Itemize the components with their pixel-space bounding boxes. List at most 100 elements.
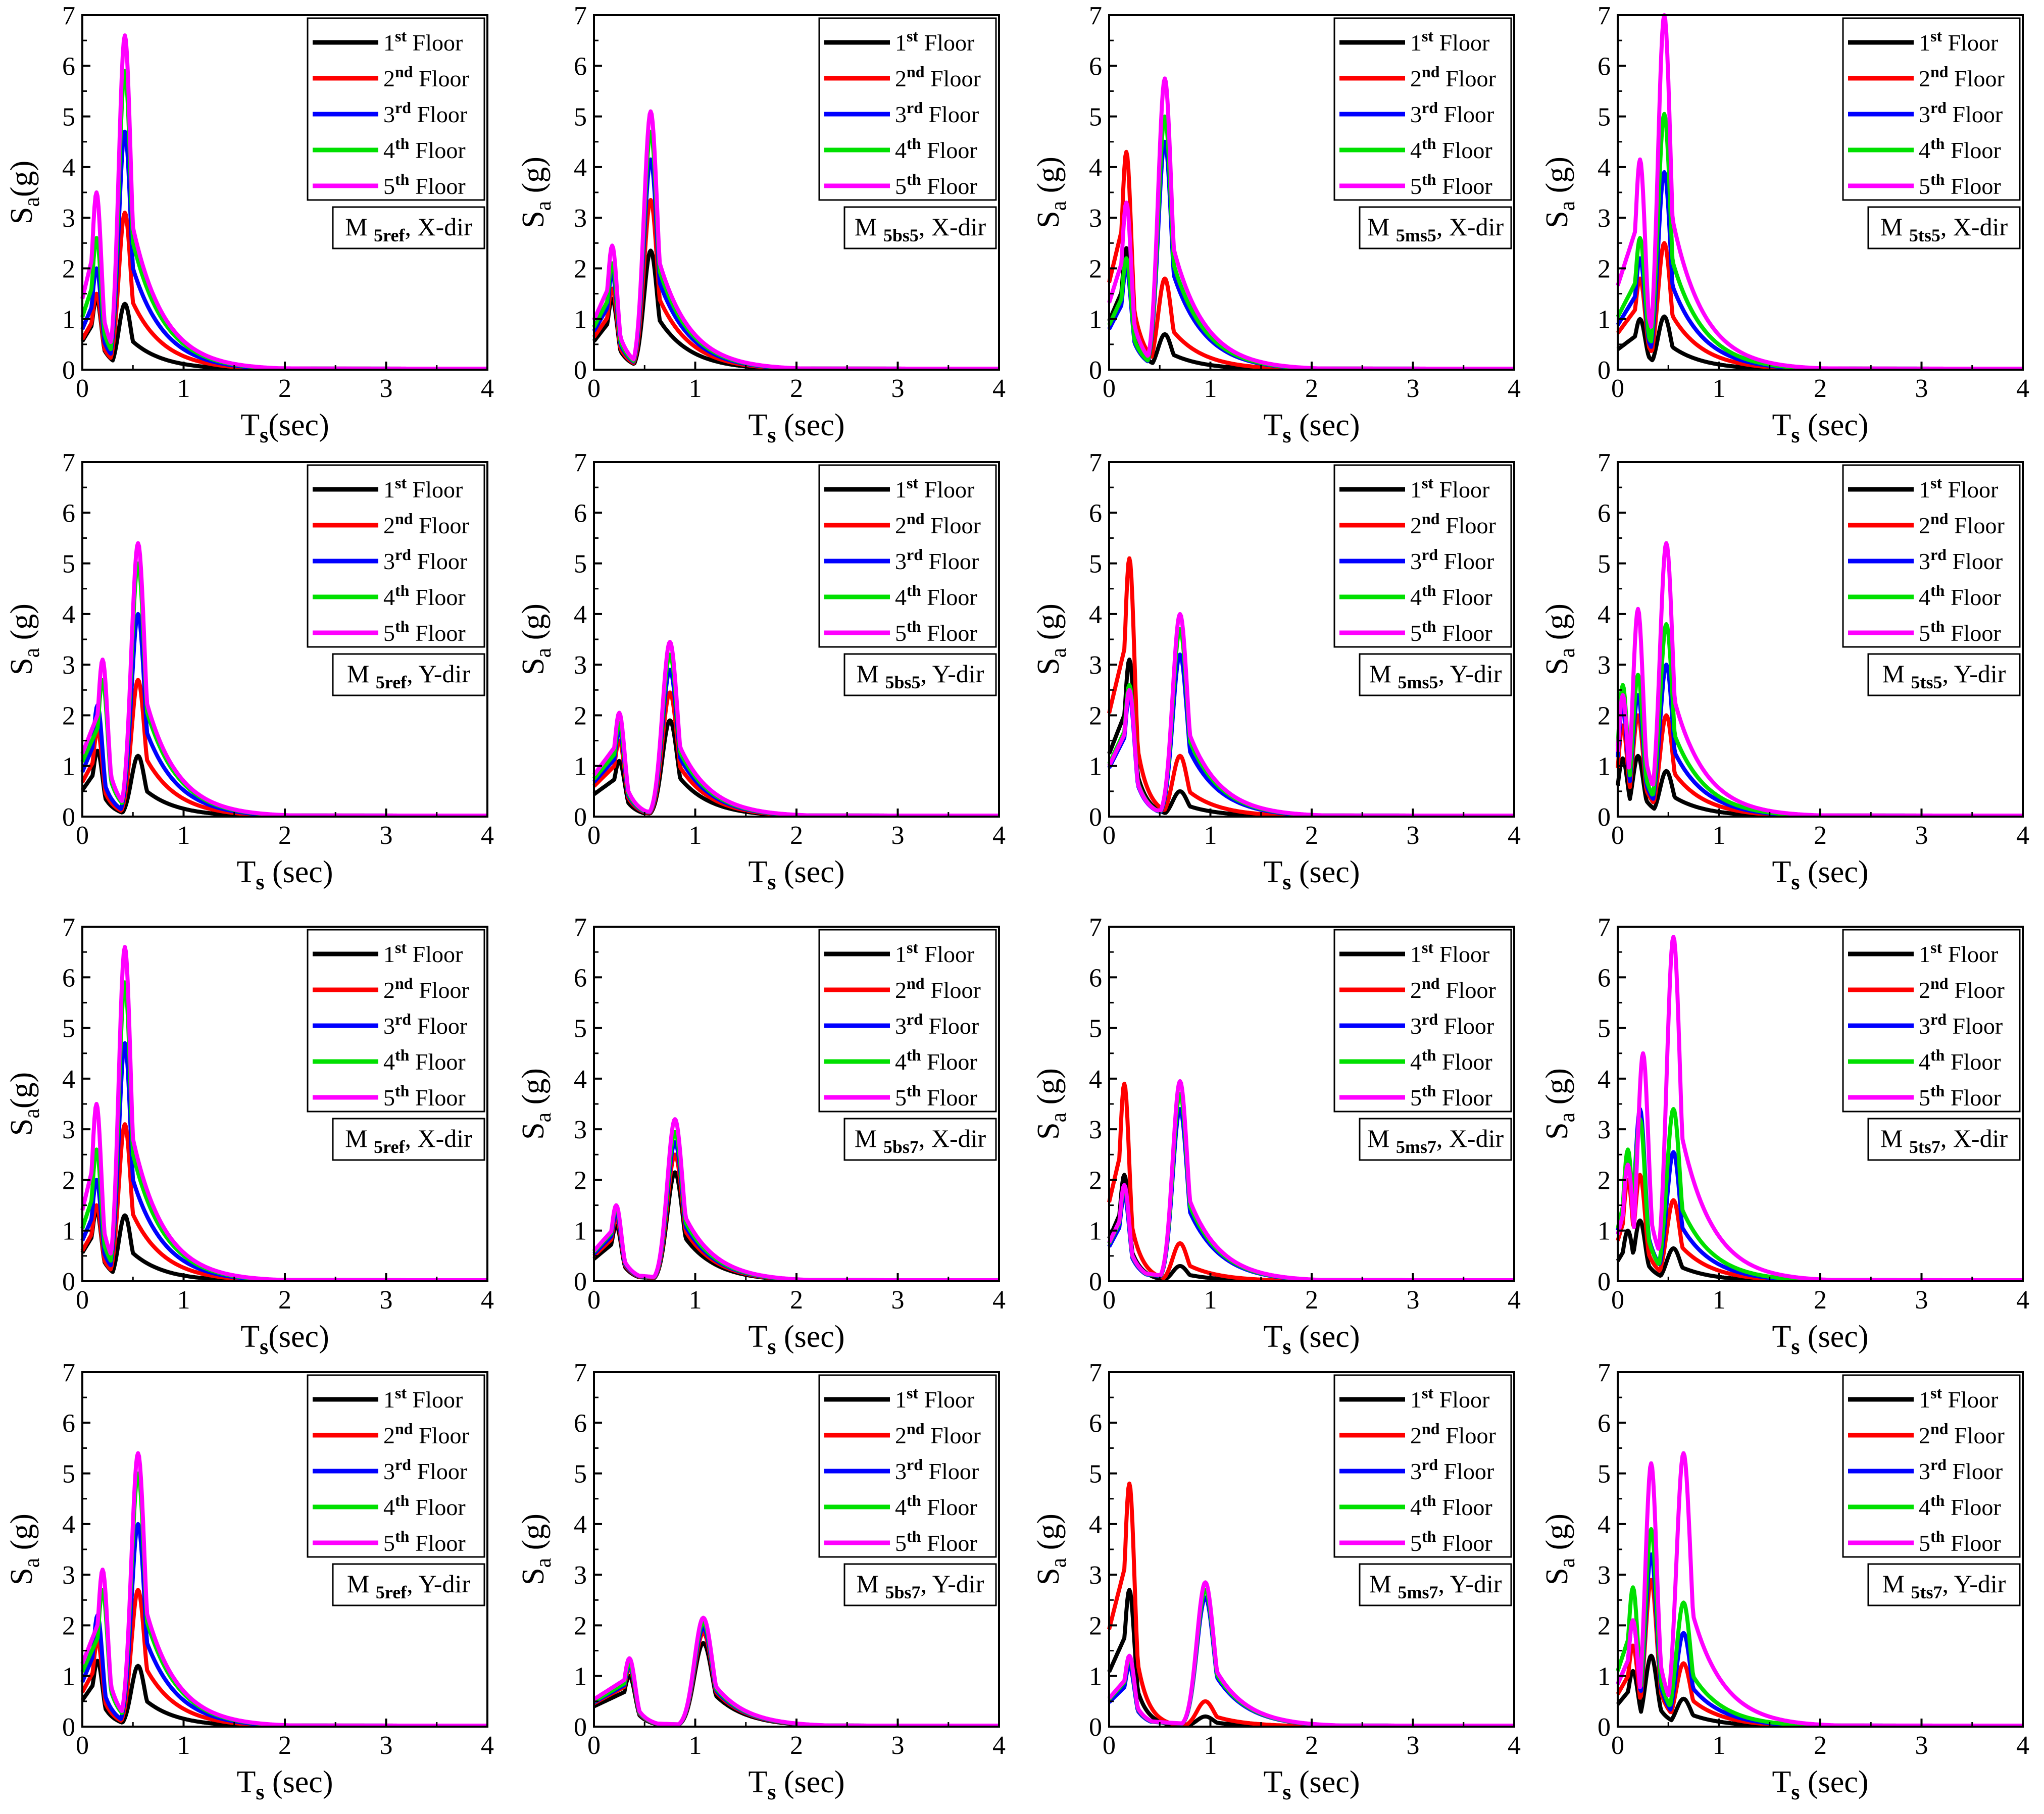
x-tick-label: 3 [891,1731,905,1760]
y-tick-label: 5 [62,1460,75,1489]
model-label: M 5ref, Y-dir [347,1570,471,1602]
legend: 1st Floor 2nd Floor 3rd Floor 4th Floor 5th … [1333,1374,1512,1558]
x-tick-label: 0 [76,374,89,403]
y-axis-title: Sa(g) [5,161,44,224]
legend-label: 3rd Floor [383,1010,467,1039]
model-label: M 5ref, Y-dir [347,660,471,692]
legend: 1st Floor 2nd Floor 3rd Floor 4th Floor 5th … [818,17,997,201]
y-tick-label: 2 [574,701,587,730]
legend-label: 4th Floor [895,134,977,163]
x-tick-label: 4 [992,1286,1006,1315]
x-tick-label: 3 [380,1286,393,1315]
chart-panel-11: 0 1 2 3 4 0 1 2 3 4 5 6 7 Ts (sec) Sa (g) 1st Floor 2nd … [1031,913,1521,1359]
x-tick-label: 0 [1103,374,1116,403]
legend-label: 3rd Floor [1410,1455,1494,1484]
y-tick-label: 5 [62,1015,75,1043]
y-tick-label: 2 [1598,255,1611,283]
x-tick-label: 4 [1508,374,1521,403]
y-tick-label: 2 [574,1611,587,1640]
legend-label: 4th Floor [895,1491,977,1520]
y-tick-label: 4 [62,1065,75,1094]
x-axis-title: Ts(sec) [240,1320,329,1359]
legend-label: 2nd Floor [383,1420,469,1448]
legend-label: 3rd Floor [383,1455,467,1484]
y-tick-label: 5 [1089,550,1102,579]
y-tick-label: 6 [1598,1409,1611,1438]
y-tick-label: 0 [1598,803,1611,832]
x-tick-label: 0 [1103,1731,1116,1760]
y-tick-label: 3 [1598,651,1611,680]
legend-label: 2nd Floor [1919,1420,2005,1448]
y-tick-label: 1 [62,1217,75,1246]
x-tick-label: 2 [278,1286,291,1315]
chart-panel-3: 0 1 2 3 4 0 1 2 3 4 5 6 7 Ts (sec) Sa (g) 1st Floor 2nd … [1031,2,1521,447]
x-tick-label: 2 [1814,1286,1827,1315]
y-tick-label: 5 [1089,1460,1102,1489]
y-axis-title: Sa (g) [5,1514,44,1585]
y-tick-label: 4 [1089,154,1102,182]
y-tick-label: 1 [62,1662,75,1691]
x-axis-title: Ts(sec) [240,408,329,447]
y-tick-label: 0 [1089,1713,1102,1742]
x-tick-label: 3 [1407,1286,1420,1315]
legend-box [1842,17,2021,201]
legend-label: 1st Floor [1919,474,1998,502]
legend-label: 5th Floor [383,1527,466,1556]
legend-label: 3rd Floor [1919,1455,2003,1484]
x-tick-label: 0 [1611,374,1624,403]
y-tick-label: 2 [1598,701,1611,730]
x-axis-title: Ts (sec) [1772,855,1869,894]
y-tick-label: 0 [574,803,587,832]
legend: 1st Floor 2nd Floor 3rd Floor 4th Floor 5th … [1842,17,2021,201]
y-tick-label: 3 [1598,204,1611,233]
legend-label: 5th Floor [1919,170,2001,199]
x-tick-label: 1 [1204,374,1217,403]
y-tick-label: 7 [574,913,587,942]
x-tick-label: 0 [76,1286,89,1315]
legend-label: 2nd Floor [383,974,469,1003]
y-tick-label: 6 [1089,1409,1102,1438]
y-tick-label: 0 [574,1713,587,1742]
model-label: M 5ms7, X-dir [1367,1124,1504,1157]
y-tick-label: 4 [574,600,587,629]
legend-label: 3rd Floor [895,1455,979,1484]
model-label-box [332,1118,485,1161]
legend-label: 1st Floor [1410,27,1489,56]
y-tick-label: 4 [1598,1510,1611,1539]
legend: 1st Floor 2nd Floor 3rd Floor 4th Floor 5th … [307,1374,485,1558]
x-tick-label: 4 [992,374,1006,403]
legend-box [1842,464,2021,648]
y-tick-label: 5 [574,550,587,579]
legend-label: 1st Floor [895,27,974,56]
legend-label: 4th Floor [383,134,466,163]
legend: 1st Floor 2nd Floor 3rd Floor 4th Floor 5th … [1333,17,1512,201]
legend-label: 5th Floor [1410,1082,1492,1111]
y-tick-label: 0 [1598,1268,1611,1296]
chart-panel-13: 0 1 2 3 4 0 1 2 3 4 5 6 7 Ts (sec) Sa (g) 1st Floor 2nd … [5,1358,494,1804]
legend-box [307,1374,485,1558]
x-tick-label: 0 [1103,821,1116,850]
x-tick-label: 1 [1713,821,1726,850]
y-tick-label: 5 [1598,103,1611,132]
legend-label: 5th Floor [1410,617,1492,646]
legend-label: 4th Floor [1919,134,2001,163]
model-label: M 5bs5, X-dir [855,213,986,245]
x-tick-label: 0 [1611,821,1624,850]
y-axis-title: Sa (g) [1540,603,1579,675]
legend-label: 5th Floor [895,1527,977,1556]
y-tick-label: 7 [1598,913,1611,942]
legend-label: 1st Floor [1410,474,1489,502]
y-tick-label: 0 [62,356,75,385]
legend: 1st Floor 2nd Floor 3rd Floor 4th Floor 5th … [1842,929,2021,1113]
legend: 1st Floor 2nd Floor 3rd Floor 4th Floor 5th … [307,464,485,648]
x-tick-label: 1 [689,1731,702,1760]
y-tick-label: 5 [574,1015,587,1043]
legend: 1st Floor 2nd Floor 3rd Floor 4th Floor 5th … [1842,464,2021,648]
legend-label: 1st Floor [1919,938,1998,967]
x-tick-label: 2 [790,821,803,850]
legend-label: 2nd Floor [1410,510,1496,538]
y-tick-label: 1 [1598,1217,1611,1246]
legend-box [1842,1374,2021,1558]
legend: 1st Floor 2nd Floor 3rd Floor 4th Floor 5th … [307,17,485,201]
series-line [1616,753,2024,818]
